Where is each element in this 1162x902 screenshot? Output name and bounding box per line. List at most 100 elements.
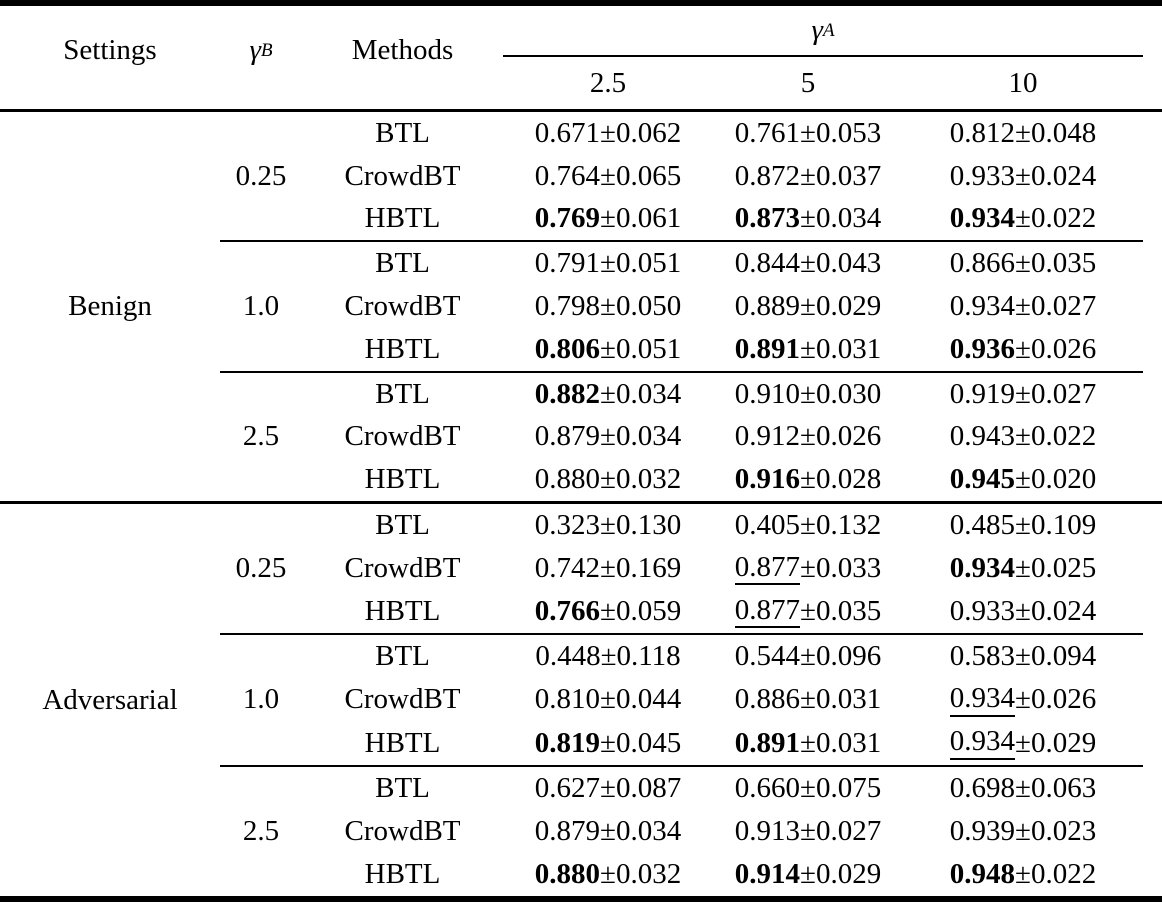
std-value: 0.022	[1030, 202, 1097, 235]
value-cell: 0.934 ±0.026	[903, 678, 1143, 721]
mean-value: 0.877	[734, 595, 801, 629]
gamma-a-values-row: 2.5 5 10	[503, 57, 1143, 109]
plus-minus-sign: ±	[1015, 420, 1031, 453]
std-value: 0.027	[1030, 290, 1097, 322]
method-cell: CrowdBT	[344, 159, 461, 192]
value-cell: 0.877 ±0.035	[713, 590, 903, 633]
mean-value: 0.761	[734, 116, 801, 149]
header-settings: Settings	[0, 6, 220, 109]
mean-value: 0.914	[734, 857, 801, 890]
mean-value: 0.660	[734, 771, 801, 804]
plus-minus-sign: ±	[600, 420, 616, 453]
plus-minus-sign: ±	[1015, 290, 1031, 322]
value-cell: 0.916 ±0.028	[713, 458, 903, 501]
std-value: 0.035	[1030, 247, 1097, 280]
value-cell: 0.934 ±0.025	[903, 547, 1143, 590]
method-cell: HBTL	[364, 332, 441, 365]
value-cell: 0.934 ±0.029	[903, 722, 1143, 765]
std-value: 0.050	[615, 290, 682, 322]
value-cell: 0.866 ±0.035	[903, 242, 1143, 285]
mean-value: 0.880	[534, 463, 601, 496]
plus-minus-sign: ±	[600, 857, 616, 890]
mean-value: 0.866	[949, 247, 1016, 280]
mean-value: 0.873	[734, 202, 801, 235]
table-row: CrowdBT 0.742 ±0.169 0.877 ±0.033 0.934 ±0.025	[302, 547, 1162, 590]
mean-value: 0.485	[949, 509, 1016, 542]
plus-minus-sign: ±	[1015, 595, 1031, 628]
std-value: 0.059	[615, 595, 682, 628]
plus-minus-sign: ±	[1015, 552, 1031, 585]
plus-minus-sign: ±	[800, 552, 816, 585]
bottom-rule	[0, 896, 1162, 902]
std-value: 0.075	[815, 771, 882, 804]
plus-minus-sign: ±	[800, 726, 816, 759]
gamma-b-subscript: B	[260, 39, 273, 61]
mean-value: 0.886	[734, 683, 801, 716]
value-cell: 0.769 ±0.061	[503, 198, 713, 241]
mean-value: 0.891	[734, 332, 801, 365]
plus-minus-sign: ±	[600, 247, 616, 280]
plus-minus-sign: ±	[1015, 159, 1031, 192]
mean-value: 0.879	[534, 420, 601, 453]
value-cell: 0.583 ±0.094	[903, 635, 1143, 678]
plus-minus-sign: ±	[1015, 332, 1031, 365]
mean-value: 0.698	[949, 771, 1016, 804]
value-cell: 0.872 ±0.037	[713, 155, 903, 198]
plus-minus-sign: ±	[800, 159, 816, 192]
mean-value: 0.919	[949, 377, 1016, 410]
std-value: 0.033	[815, 552, 882, 585]
plus-minus-sign: ±	[600, 640, 617, 673]
group-rows: BTL 0.882 ±0.034 0.910 ±0.030 0.919 ±0.027 Crow…	[302, 373, 1162, 501]
std-value: 0.024	[1030, 159, 1097, 192]
std-value: 0.026	[1030, 683, 1097, 716]
value-cell: 0.934 ±0.022	[903, 198, 1143, 241]
plus-minus-sign: ±	[800, 377, 816, 410]
value-cell: 0.405 ±0.132	[713, 504, 903, 547]
top-rule	[0, 0, 1162, 6]
mean-value: 0.913	[734, 814, 801, 847]
plus-minus-sign: ±	[600, 116, 616, 149]
plus-minus-sign: ±	[1015, 377, 1031, 410]
std-value: 0.043	[815, 247, 882, 280]
plus-minus-sign: ±	[800, 814, 816, 847]
mean-value: 0.916	[734, 463, 801, 496]
value-cell: 0.323 ±0.130	[503, 504, 713, 547]
value-cell: 0.882 ±0.034	[503, 373, 713, 416]
plus-minus-sign: ±	[600, 159, 616, 192]
value-cell: 0.933 ±0.024	[903, 590, 1143, 633]
mean-value: 0.791	[534, 247, 601, 280]
value-cell: 0.485 ±0.109	[903, 504, 1143, 547]
group-divider-rule	[220, 240, 1143, 243]
plus-minus-sign: ±	[1015, 640, 1031, 673]
header-methods: Methods	[302, 6, 503, 109]
group-rows: BTL 0.627 ±0.087 0.660 ±0.075 0.698 ±0.063 Crow…	[302, 767, 1162, 896]
gamma-b-label: 0.25	[235, 159, 287, 192]
value-cell: 0.660 ±0.075	[713, 767, 903, 810]
plus-minus-sign: ±	[800, 420, 816, 453]
group-rows: BTL 0.323 ±0.130 0.405 ±0.132 0.485 ±0.109 Crow…	[302, 504, 1162, 633]
std-value: 0.029	[815, 290, 882, 322]
value-cell: 0.627 ±0.087	[503, 767, 713, 810]
mean-value: 0.934	[949, 290, 1016, 322]
gamma-a-subscript: A	[822, 19, 835, 41]
mean-value: 0.879	[534, 814, 601, 847]
header-settings-label: Settings	[63, 34, 157, 66]
value-cell: 0.671 ±0.062	[503, 112, 713, 155]
mean-value: 0.933	[949, 595, 1016, 628]
std-value: 0.022	[1030, 420, 1097, 453]
value-cell: 0.544 ±0.096	[713, 635, 903, 678]
plus-minus-sign: ±	[800, 202, 816, 235]
mean-value: 0.627	[534, 771, 601, 804]
std-value: 0.061	[615, 202, 682, 235]
gamma-a-span-rule	[503, 55, 1143, 57]
std-value: 0.109	[1030, 509, 1097, 542]
plus-minus-sign: ±	[600, 814, 616, 847]
plus-minus-sign: ±	[1015, 463, 1031, 496]
std-value: 0.169	[615, 552, 682, 585]
gamma-b-group: 2.5 BTL 0.882 ±0.034 0.910 ±0.030 0.919 ±0.027 C…	[220, 373, 1162, 501]
value-cell: 0.914 ±0.029	[713, 853, 903, 896]
mean-value: 0.812	[949, 116, 1016, 149]
std-value: 0.026	[1030, 332, 1097, 365]
std-value: 0.025	[1030, 552, 1097, 585]
